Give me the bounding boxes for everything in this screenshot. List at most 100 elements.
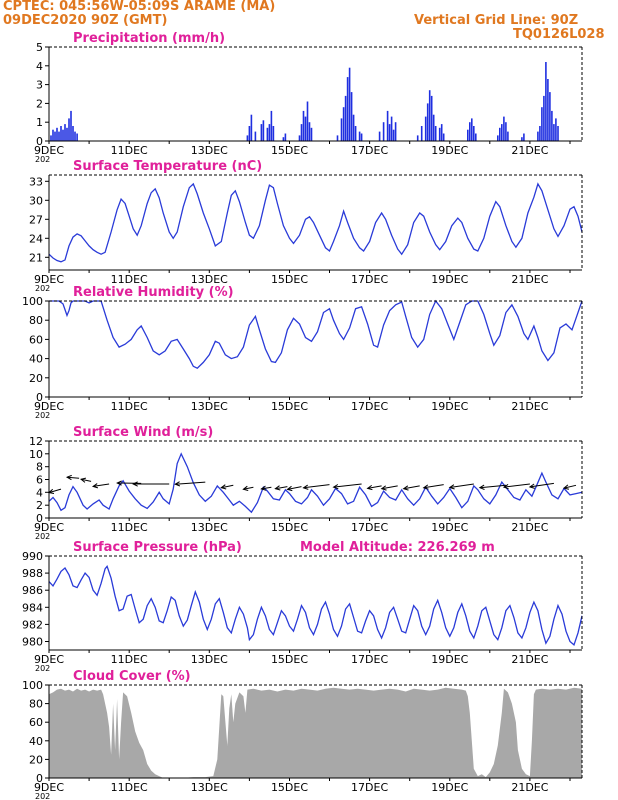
precip-bar xyxy=(392,129,395,141)
y-tick-label: 80 xyxy=(29,314,43,327)
precip-bar xyxy=(52,129,54,141)
precip-bar xyxy=(416,135,419,141)
precip-bar xyxy=(284,133,287,141)
wind-vector xyxy=(93,483,110,487)
x-tick-label: 15DEC xyxy=(271,781,308,794)
precip-bar xyxy=(424,116,427,141)
x-tick-label: 17DEC xyxy=(351,144,388,157)
precip-bar xyxy=(310,127,313,141)
precip-bar xyxy=(471,118,473,141)
x-tick-label: 13DEC xyxy=(191,144,228,157)
precip-bar xyxy=(246,135,249,141)
precip-bar xyxy=(270,110,273,141)
precip-bar xyxy=(426,103,429,141)
y-tick-label: 986 xyxy=(22,584,43,597)
precip-bar xyxy=(541,107,543,141)
precip-bar xyxy=(394,122,397,141)
header: CPTEC: 045:56W-05:09S ARAME (MA) 09DEC20… xyxy=(0,0,618,44)
wind-vector-head xyxy=(116,480,122,486)
series-line xyxy=(48,564,583,647)
wind-vector xyxy=(381,485,398,490)
y-tick-label: 4 xyxy=(36,60,43,73)
wind-vector-head xyxy=(242,485,249,491)
x-tick-label: 19DEC xyxy=(431,781,468,794)
precip-bar xyxy=(555,118,557,141)
precip-bar xyxy=(499,127,501,141)
y-tick-label: 10 xyxy=(29,448,43,461)
panel-temp: Surface Temperature (nC) 21 24 27 30 33 9DEC 11… xyxy=(29,159,583,293)
year-fragment: 202 xyxy=(35,664,50,673)
wind-vector-head xyxy=(502,483,509,490)
precip-bar xyxy=(282,137,285,141)
wind-vector-head xyxy=(274,485,281,491)
precip-bar xyxy=(348,67,351,141)
precip-bar xyxy=(386,110,389,141)
wind-vector-head xyxy=(478,484,485,490)
precip-bar xyxy=(523,133,525,141)
precip-bar xyxy=(64,124,66,141)
precip-bar xyxy=(428,90,431,141)
precip-bar xyxy=(390,116,393,141)
model-altitude-label: Model Altitude: 226.269 m xyxy=(300,540,495,555)
precip-bar xyxy=(475,133,477,141)
precip-bar xyxy=(549,92,551,141)
panel-title: Surface Pressure (hPa) xyxy=(73,540,242,555)
x-tick-label: 15DEC xyxy=(271,400,308,413)
y-tick-label: 27 xyxy=(29,213,43,226)
wind-vector-head xyxy=(332,484,339,490)
x-tick-label: 19DEC xyxy=(431,144,468,157)
wind-vector xyxy=(423,484,444,489)
precip-bar xyxy=(440,124,443,141)
precip-bar xyxy=(336,135,339,141)
x-tick-label: 13DEC xyxy=(191,781,228,794)
precip-bar xyxy=(306,101,309,141)
wind-vector xyxy=(479,484,506,489)
x-tick-label: 15DEC xyxy=(271,653,308,666)
y-tick-label: 3 xyxy=(36,79,43,92)
y-tick-label: 40 xyxy=(29,735,43,748)
x-tick-label: 17DEC xyxy=(351,400,388,413)
x-tick-label: 13DEC xyxy=(191,273,228,286)
x-tick-label: 17DEC xyxy=(351,273,388,286)
x-tick-label: 9DEC xyxy=(34,653,64,666)
precip-bar xyxy=(553,124,555,141)
precip-bar xyxy=(62,129,64,141)
x-tick-label: 11DEC xyxy=(111,400,148,413)
cloud-cover-area xyxy=(49,687,582,778)
precip-bar xyxy=(262,120,265,141)
x-tick-label: 9DEC xyxy=(34,273,64,286)
wind-vector-head xyxy=(286,485,293,492)
precip-bar xyxy=(497,135,499,141)
precip-bar xyxy=(60,126,62,141)
precip-bar xyxy=(507,131,509,141)
wind-vector-head xyxy=(562,484,570,490)
precip-bar xyxy=(388,124,391,141)
y-tick-label: 60 xyxy=(29,333,43,346)
y-tick-label: 20 xyxy=(29,753,43,766)
precip-bar xyxy=(344,95,347,141)
wind-vector xyxy=(303,484,330,489)
vertical-grid-line-note: Vertical Grid Line: 90Z xyxy=(414,13,579,28)
precip-bar xyxy=(250,114,253,141)
precip-bar xyxy=(543,95,545,141)
precip-bar xyxy=(350,92,353,141)
x-tick-label: 19DEC xyxy=(431,400,468,413)
x-tick-label: 9DEC xyxy=(34,781,64,794)
wind-vector xyxy=(48,488,62,494)
precip-bar xyxy=(501,124,503,141)
precip-bar xyxy=(360,133,363,141)
y-tick-label: 12 xyxy=(29,435,43,448)
precip-bar xyxy=(430,95,433,141)
precip-bar xyxy=(58,131,60,141)
x-tick-label: 11DEC xyxy=(111,781,148,794)
y-tick-label: 6 xyxy=(36,474,43,487)
x-tick-label: 15DEC xyxy=(271,273,308,286)
x-tick-label: 13DEC xyxy=(191,653,228,666)
precip-bar xyxy=(340,118,343,141)
precip-bar xyxy=(260,124,263,141)
wind-vector xyxy=(367,485,382,489)
wind-vector xyxy=(243,486,254,490)
wind-vector xyxy=(287,486,302,490)
y-tick-label: 2 xyxy=(36,499,43,512)
precip-bar xyxy=(50,135,52,141)
